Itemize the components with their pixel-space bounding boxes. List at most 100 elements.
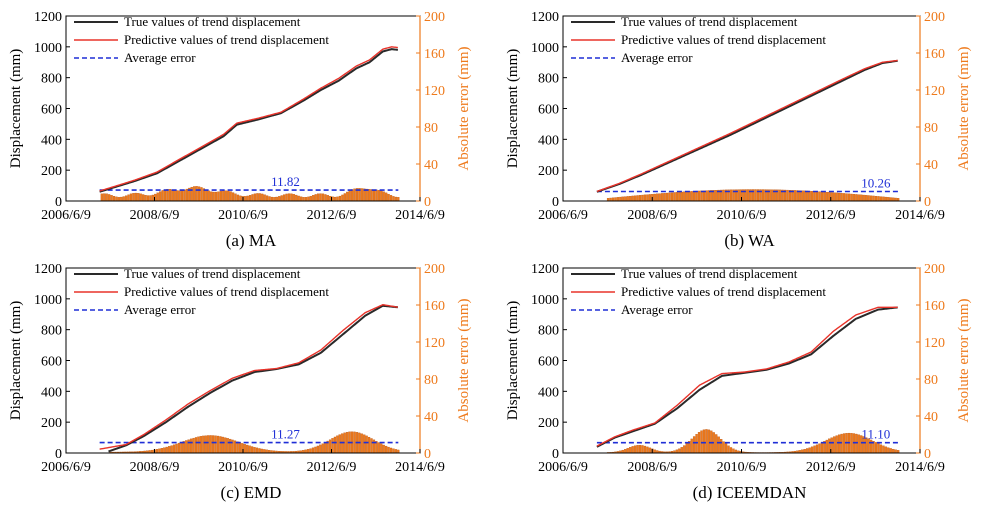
error-bar	[825, 439, 828, 454]
error-bar	[825, 191, 828, 202]
error-bar	[624, 449, 627, 454]
error-bar	[212, 191, 215, 202]
error-bar	[168, 446, 171, 454]
y2-tick-label: 200	[424, 262, 445, 277]
y2-tick-label: 80	[924, 121, 938, 136]
error-bar	[108, 194, 111, 202]
error-bar	[243, 444, 246, 454]
error-bar	[808, 447, 811, 454]
predictive-values-line	[99, 303, 398, 450]
error-bar	[146, 195, 150, 202]
error-bar	[653, 193, 656, 202]
error-bar	[648, 194, 652, 202]
error-bar	[833, 436, 836, 454]
error-bar	[387, 446, 390, 454]
error-bar	[297, 195, 300, 202]
error-bar	[368, 189, 371, 202]
error-bar	[333, 436, 337, 454]
error-bar	[860, 194, 863, 202]
error-bar	[690, 438, 693, 454]
error-bar	[178, 190, 181, 202]
y-tick-label: 1200	[34, 10, 62, 25]
error-bar	[287, 193, 291, 202]
x-tick-label: 2012/6/9	[806, 460, 856, 475]
legend-label: True values of trend displacement	[621, 14, 798, 29]
y2-tick-label: 200	[924, 262, 945, 277]
error-bar	[139, 193, 142, 202]
error-bar	[270, 196, 274, 202]
y2-tick-label: 120	[924, 84, 945, 99]
error-bar	[835, 192, 838, 202]
error-bar	[838, 192, 841, 202]
error-bar	[192, 437, 195, 454]
error-bar	[857, 434, 860, 454]
error-bar	[845, 193, 848, 202]
error-bar	[683, 191, 686, 202]
error-bar	[331, 196, 334, 202]
error-bar	[887, 197, 890, 202]
error-bar	[685, 191, 688, 202]
x-tick-label: 2012/6/9	[307, 208, 357, 223]
error-bar	[375, 189, 378, 202]
error-bar	[370, 438, 373, 454]
error-bar	[363, 434, 366, 454]
error-bar	[177, 442, 181, 454]
error-bar	[158, 448, 161, 454]
error-bar	[661, 193, 664, 202]
average-error-label: 10.26	[861, 176, 891, 191]
error-bar	[236, 194, 240, 202]
error-bar	[729, 189, 733, 202]
y-tick-label: 1000	[531, 41, 559, 56]
error-bar	[103, 193, 106, 202]
error-bar	[214, 191, 218, 202]
error-bar	[688, 191, 691, 202]
error-bar	[353, 188, 356, 202]
error-bar	[244, 196, 247, 202]
x-tick-label: 2014/6/9	[395, 460, 445, 475]
legend-label: Average error	[621, 302, 693, 317]
y-tick-label: 200	[538, 416, 559, 431]
error-bar	[394, 449, 397, 454]
error-bar	[100, 193, 103, 202]
error-bar	[847, 193, 851, 202]
panel-caption: (b) WA	[724, 231, 775, 250]
error-bar	[110, 195, 113, 202]
error-bar	[205, 189, 208, 202]
error-bar	[629, 447, 632, 454]
y2-axis-title: Absolute error (mm)	[456, 46, 472, 170]
y2-tick-label: 80	[924, 373, 938, 388]
legend-label: Average error	[621, 50, 693, 65]
error-bar	[815, 444, 819, 454]
y-tick-label: 1000	[34, 293, 62, 308]
error-bar	[312, 195, 315, 202]
error-bar	[173, 189, 176, 202]
error-bar	[673, 192, 676, 202]
error-bar	[715, 434, 718, 454]
error-bar	[621, 196, 624, 202]
error-bar	[803, 190, 806, 202]
y-tick-label: 800	[538, 324, 559, 339]
error-bar	[838, 434, 841, 454]
error-bar	[285, 193, 288, 202]
error-bar	[280, 195, 283, 202]
legend-label: Predictive values of trend displacement	[124, 284, 329, 299]
error-bar	[180, 190, 184, 202]
error-bar	[668, 192, 671, 202]
error-bar	[161, 190, 164, 202]
y-tick-label: 600	[41, 103, 62, 118]
error-bar	[828, 438, 831, 454]
error-bar	[197, 436, 200, 454]
error-bar	[670, 192, 674, 202]
error-bar	[348, 190, 351, 202]
error-bar	[377, 442, 380, 454]
error-bar	[882, 196, 885, 202]
y-tick-label: 400	[41, 133, 62, 148]
panel-caption: (d) ICEEMDAN	[693, 483, 807, 502]
legend-label: True values of trend displacement	[124, 266, 301, 281]
error-bar	[685, 443, 688, 454]
error-bar	[722, 189, 725, 202]
error-bar	[183, 189, 186, 202]
error-bar	[874, 442, 878, 454]
x-tick-label: 2008/6/9	[627, 208, 677, 223]
error-bar	[176, 190, 179, 202]
